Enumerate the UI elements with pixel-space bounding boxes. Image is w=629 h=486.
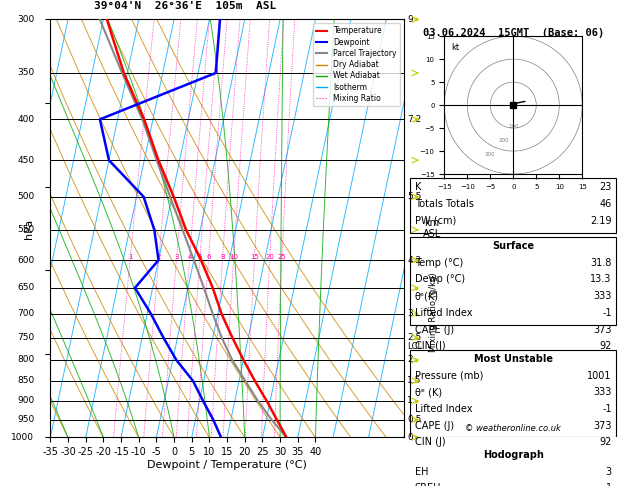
Text: 2: 2 [408, 355, 413, 364]
Text: 3: 3 [408, 309, 413, 318]
Text: SREH: SREH [415, 484, 442, 486]
Text: 1: 1 [408, 396, 413, 405]
Text: 750: 750 [17, 333, 35, 342]
Text: 46: 46 [599, 199, 612, 209]
Text: 600: 600 [17, 256, 35, 264]
Text: 3: 3 [606, 467, 612, 477]
Text: Surface: Surface [493, 241, 535, 251]
Text: PW (cm): PW (cm) [415, 216, 456, 226]
Text: 5.5: 5.5 [408, 192, 422, 201]
Text: LCL: LCL [408, 342, 423, 351]
Text: 10: 10 [229, 254, 238, 260]
Text: km
ASL: km ASL [423, 218, 442, 239]
Text: 31.8: 31.8 [591, 258, 612, 268]
Text: 400: 400 [17, 115, 35, 124]
Text: -1: -1 [602, 308, 612, 318]
Text: 850: 850 [17, 377, 35, 385]
Text: 550: 550 [17, 226, 35, 234]
Text: 4: 4 [187, 254, 192, 260]
Text: 0.5: 0.5 [408, 415, 422, 424]
Text: -1: -1 [602, 404, 612, 414]
Text: 92: 92 [599, 341, 612, 351]
Text: Most Unstable: Most Unstable [474, 354, 553, 364]
Text: 333: 333 [593, 291, 612, 301]
Text: 900: 900 [17, 396, 35, 405]
Text: 8: 8 [220, 254, 225, 260]
X-axis label: Dewpoint / Temperature (°C): Dewpoint / Temperature (°C) [147, 460, 307, 470]
Text: CIN (J): CIN (J) [415, 341, 445, 351]
Text: 7.2: 7.2 [408, 115, 421, 124]
Text: CAPE (J): CAPE (J) [415, 421, 454, 431]
Text: Lifted Index: Lifted Index [415, 404, 472, 414]
Text: Mixing Ratio (g/kg): Mixing Ratio (g/kg) [430, 272, 438, 352]
Text: 13.3: 13.3 [591, 275, 612, 284]
Text: © weatheronline.co.uk: © weatheronline.co.uk [465, 424, 561, 433]
Text: 1: 1 [606, 484, 612, 486]
Legend: Temperature, Dewpoint, Parcel Trajectory, Dry Adiabat, Wet Adiabat, Isotherm, Mi: Temperature, Dewpoint, Parcel Trajectory… [313, 23, 400, 106]
Text: 0: 0 [408, 433, 413, 442]
Text: 373: 373 [593, 421, 612, 431]
Text: 5: 5 [198, 254, 202, 260]
Text: 4.2: 4.2 [408, 256, 421, 264]
Text: 1.5: 1.5 [408, 377, 422, 385]
Text: 1001: 1001 [587, 370, 612, 381]
Text: θᵉ(K): θᵉ(K) [415, 291, 439, 301]
Text: 39°04'N  26°36'E  105m  ASL: 39°04'N 26°36'E 105m ASL [94, 1, 276, 11]
Text: 20: 20 [265, 254, 274, 260]
Text: 92: 92 [599, 437, 612, 448]
Text: 300: 300 [17, 15, 35, 24]
Text: CIN (J): CIN (J) [415, 437, 445, 448]
Text: Dewp (°C): Dewp (°C) [415, 275, 465, 284]
Text: Lifted Index: Lifted Index [415, 308, 472, 318]
Text: 500: 500 [17, 192, 35, 201]
Text: 2: 2 [157, 254, 161, 260]
Text: Temp (°C): Temp (°C) [415, 258, 463, 268]
Text: 6: 6 [206, 254, 211, 260]
Text: 373: 373 [593, 325, 612, 334]
Text: 3: 3 [174, 254, 179, 260]
Text: 9: 9 [408, 15, 413, 24]
Text: Pressure (mb): Pressure (mb) [415, 370, 483, 381]
Text: 700: 700 [17, 309, 35, 318]
Text: 1: 1 [128, 254, 132, 260]
Text: 23: 23 [599, 182, 612, 192]
Text: 333: 333 [593, 387, 612, 397]
Text: 03.06.2024  15GMT  (Base: 06): 03.06.2024 15GMT (Base: 06) [423, 28, 604, 38]
Text: θᵉ (K): θᵉ (K) [415, 387, 442, 397]
Text: CAPE (J): CAPE (J) [415, 325, 454, 334]
Text: Totals Totals: Totals Totals [415, 199, 474, 209]
Text: 650: 650 [17, 283, 35, 293]
Text: 2.5: 2.5 [408, 333, 421, 342]
Text: Hodograph: Hodograph [483, 450, 543, 460]
Text: EH: EH [415, 467, 428, 477]
Text: 1000: 1000 [11, 433, 35, 442]
Text: 800: 800 [17, 355, 35, 364]
Text: 15: 15 [250, 254, 259, 260]
Text: hPa: hPa [24, 218, 34, 239]
Text: 2.19: 2.19 [590, 216, 612, 226]
Text: 350: 350 [17, 69, 35, 77]
Text: 450: 450 [17, 156, 35, 165]
Text: 950: 950 [17, 415, 35, 424]
Text: K: K [415, 182, 421, 192]
Text: 25: 25 [277, 254, 286, 260]
